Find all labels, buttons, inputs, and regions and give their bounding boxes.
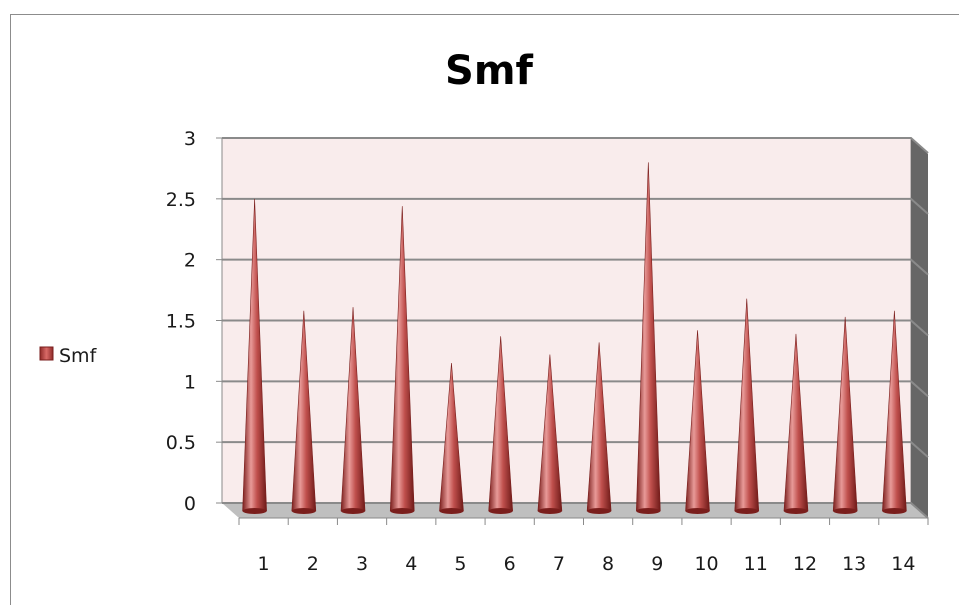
chart-title: Smf xyxy=(445,48,533,94)
x-tick-label: 5 xyxy=(454,553,466,575)
gridline xyxy=(222,258,929,276)
cone-base xyxy=(882,508,907,514)
y-tick-label: 1.5 xyxy=(166,311,196,333)
x-tick-label: 8 xyxy=(602,553,614,575)
plot-floor xyxy=(222,503,928,518)
x-tick-label: 13 xyxy=(842,553,866,575)
gridline xyxy=(222,319,929,337)
cone-base xyxy=(833,508,858,514)
cone-base xyxy=(537,508,562,514)
y-tick-label: 3 xyxy=(184,128,196,150)
y-tick-label: 0.5 xyxy=(166,432,196,454)
legend: Smf xyxy=(39,345,98,367)
y-tick-label: 2 xyxy=(184,250,196,272)
gridline xyxy=(222,197,929,215)
x-tick-label: 3 xyxy=(356,553,368,575)
x-tick-label: 10 xyxy=(694,553,718,575)
cone-bar xyxy=(783,333,809,514)
x-axis-ticks: 1 2 3 4 5 6 7 8 9 10 11 12 13 14 xyxy=(238,517,929,575)
cone-bar xyxy=(291,310,317,514)
x-tick-label: 6 xyxy=(504,553,516,575)
legend-swatch xyxy=(39,346,54,361)
cone-bar xyxy=(242,198,267,514)
x-tick-label: 4 xyxy=(405,553,417,575)
cone-bar xyxy=(636,162,661,514)
cone-bar xyxy=(734,298,760,514)
gridline xyxy=(222,137,929,154)
cone-base xyxy=(242,508,267,514)
x-tick-label: 11 xyxy=(744,553,768,575)
y-tick-label: 1 xyxy=(184,371,196,393)
cone-base xyxy=(390,508,415,514)
cone-bar xyxy=(586,342,612,514)
x-tick-label: 2 xyxy=(307,553,319,575)
cone-bar xyxy=(340,307,366,514)
x-tick-label: 12 xyxy=(793,553,817,575)
x-tick-label: 7 xyxy=(553,553,565,575)
cone-base xyxy=(783,508,808,514)
series-cones xyxy=(242,162,907,514)
y-tick-label: 2.5 xyxy=(166,189,196,211)
cone-bar xyxy=(882,310,907,514)
x-tick-label: 9 xyxy=(651,553,663,575)
x-tick-label: 1 xyxy=(258,553,270,575)
cone-bar xyxy=(439,363,464,514)
legend-label: Smf xyxy=(59,345,98,367)
y-axis-ticks: 0 0.5 1 1.5 2 2.5 3 xyxy=(166,128,222,515)
y-tick-label: 0 xyxy=(184,493,196,515)
cone-bar xyxy=(832,316,858,514)
cone-bar xyxy=(685,330,710,514)
cone-base xyxy=(587,508,612,514)
cone-bar xyxy=(488,336,513,514)
cone-base xyxy=(734,508,759,514)
cone-base xyxy=(636,508,661,514)
cone-bar xyxy=(389,206,415,514)
cone-base xyxy=(685,508,710,514)
cone-base xyxy=(439,508,464,514)
x-tick-label: 14 xyxy=(891,553,915,575)
cone-base xyxy=(488,508,513,514)
cone-base xyxy=(291,508,316,514)
cone-bar xyxy=(537,354,563,514)
cone-base xyxy=(341,508,366,514)
